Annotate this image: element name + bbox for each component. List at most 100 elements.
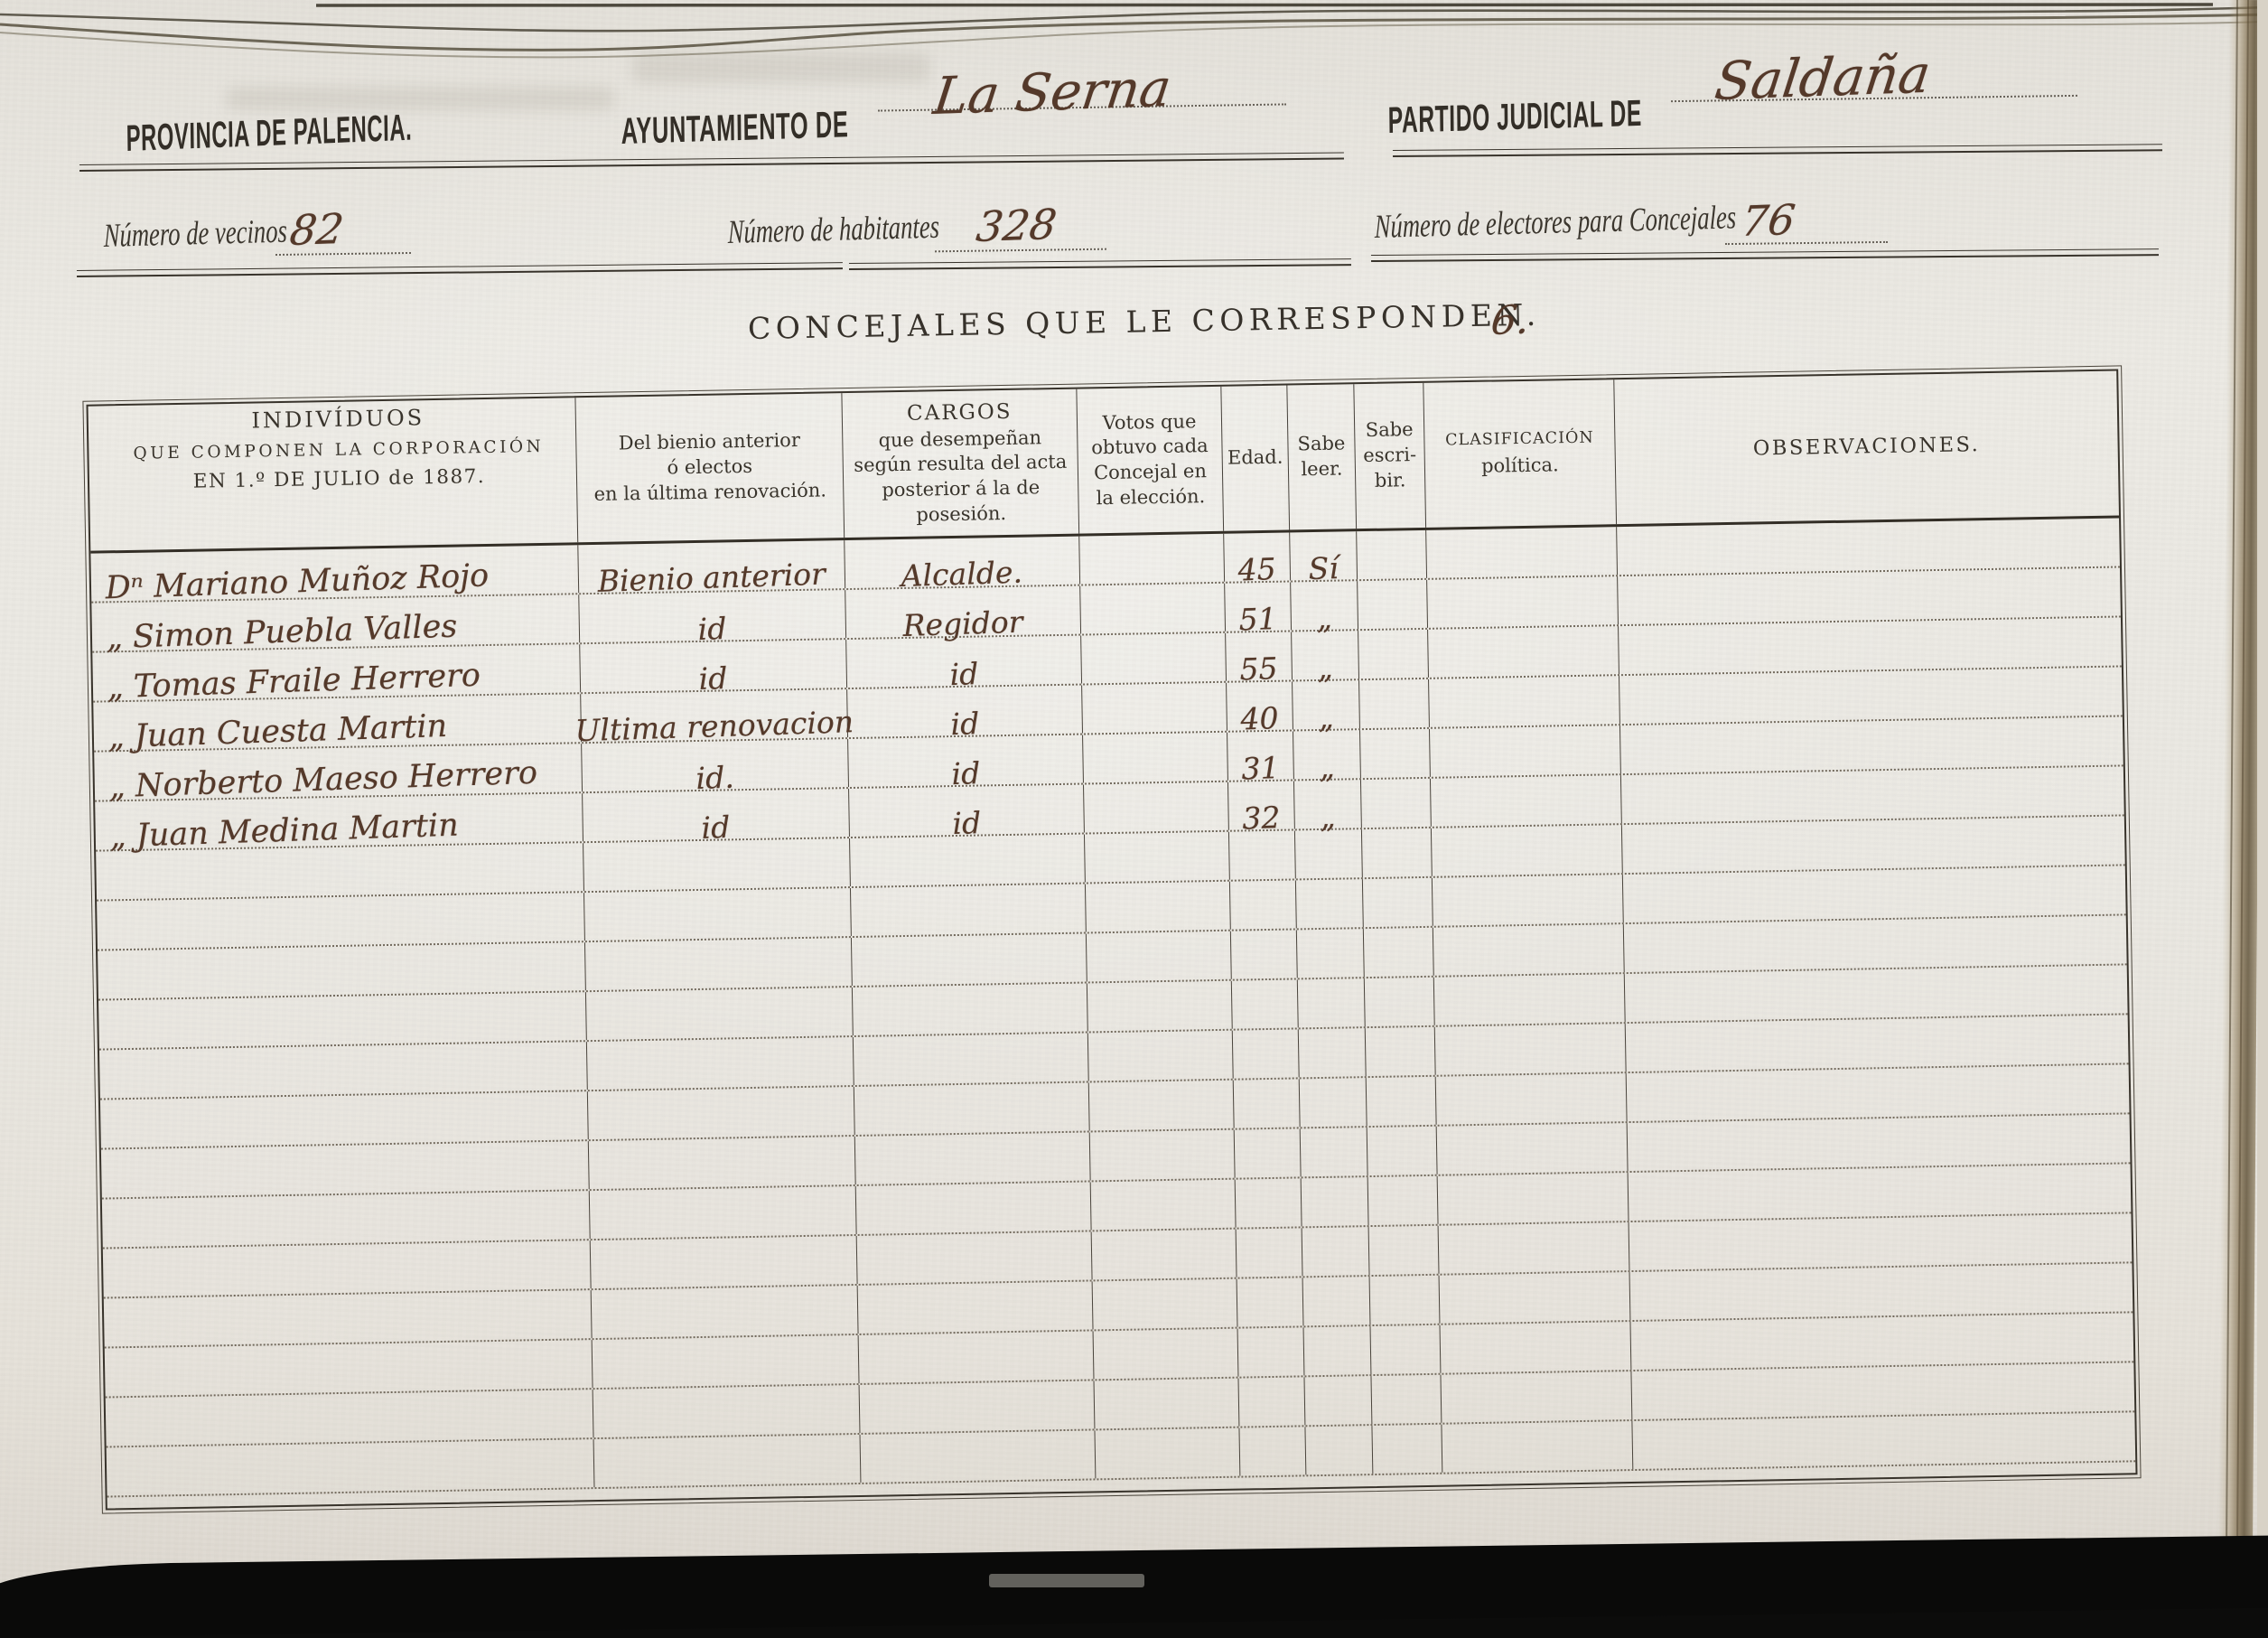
cell-edad	[1238, 1377, 1306, 1427]
cell-observaciones	[1624, 915, 2127, 972]
cell-cargo	[854, 1132, 1091, 1184]
cell-observaciones	[1625, 965, 2128, 1022]
cell-observaciones	[1630, 1313, 2133, 1370]
handwritten-bienio: Bienio anterior	[596, 556, 826, 599]
column-header-edad: Edad.	[1221, 385, 1291, 531]
cell-bienio	[590, 1235, 858, 1289]
cell-votos	[1090, 1179, 1237, 1231]
column-header-line: la elección.	[1096, 484, 1206, 509]
cell-cargo	[853, 1033, 1089, 1086]
column-header-line: Del bienio anterior	[618, 429, 801, 454]
cell-clasificacion	[1440, 1322, 1632, 1373]
handwritten-lee: „	[1317, 699, 1335, 735]
cell-cargo: Alcalde.	[845, 536, 1081, 594]
scanned-register-page: { "header": { "province": { "label": "PR…	[0, 0, 2268, 1587]
cell-observaciones	[1621, 766, 2124, 823]
cell-bienio	[593, 1434, 862, 1488]
column-header-line: escri-	[1363, 444, 1417, 467]
cell-escribe	[1366, 1076, 1437, 1127]
column-header-observaciones: OBSERVACIONES.	[1614, 370, 2119, 524]
cell-bienio	[585, 987, 854, 1041]
paper-background	[0, 0, 2268, 1587]
cell-bienio	[591, 1285, 859, 1339]
cell-lee: „	[1293, 680, 1360, 735]
cell-votos	[1080, 583, 1227, 634]
column-header-bienio: Del bienio anterior ó electos en la últi…	[575, 393, 845, 543]
cell-clasificacion	[1441, 1371, 1633, 1423]
cell-votos	[1083, 732, 1228, 783]
column-header-line: OBSERVACIONES.	[1752, 433, 1981, 461]
concejales-table: INDIVÍDUOS QUE COMPONEN LA CORPORACIÓN E…	[82, 365, 2142, 1514]
column-header-line: EN 1.º DE JULIO de 1887.	[192, 465, 486, 493]
cell-bienio	[584, 938, 853, 991]
cell-clasificacion	[1436, 1123, 1629, 1175]
column-header-line: Sabe	[1297, 432, 1346, 455]
column-header-line: CARGOS	[906, 400, 1013, 426]
cell-edad: 40	[1227, 681, 1293, 736]
cell-lee	[1296, 929, 1365, 978]
table-body: Dⁿ Mariano Muñoz Rojo Bienio anterior Alca…	[90, 518, 2136, 1498]
electores-value: 76	[1739, 194, 1798, 246]
handwritten-lee: „	[1316, 650, 1334, 686]
cell-edad	[1239, 1427, 1307, 1476]
cell-clasificacion	[1432, 875, 1624, 926]
cell-edad	[1228, 830, 1296, 880]
cell-bienio: Ultima renovacion	[574, 689, 854, 748]
column-header-line: Concejal en	[1093, 460, 1208, 484]
cell-votos	[1082, 682, 1227, 734]
cell-edad	[1229, 880, 1297, 930]
cell-escribe	[1369, 1275, 1441, 1325]
cell-bienio	[593, 1384, 861, 1438]
cell-observaciones	[1627, 1064, 2130, 1121]
cell-votos	[1087, 980, 1233, 1032]
handwritten-cargo: id	[950, 755, 981, 792]
cell-bienio: Bienio anterior	[578, 540, 846, 599]
cell-lee	[1299, 1078, 1367, 1128]
cell-edad	[1237, 1278, 1304, 1327]
cell-cargo	[855, 1182, 1092, 1234]
handwritten-cargo: id	[949, 706, 980, 743]
cell-lee: „	[1293, 780, 1362, 835]
scanner-artifact	[989, 1574, 1144, 1587]
cell-escribe	[1370, 1324, 1442, 1375]
cell-edad	[1230, 930, 1298, 979]
cell-observaciones	[1623, 866, 2126, 922]
vecinos-label: Número de vecinos	[103, 212, 288, 256]
cell-bienio	[586, 1037, 854, 1090]
handwritten-bienio: id.	[695, 759, 735, 797]
ink-bleed-ghost	[226, 87, 614, 110]
cell-clasificacion	[1433, 924, 1625, 976]
column-header-clasificacion: CLASIFICACIÓN política.	[1423, 379, 1618, 528]
cell-edad	[1235, 1178, 1302, 1228]
cell-lee	[1303, 1326, 1372, 1376]
cell-bienio	[587, 1087, 855, 1140]
handwritten-lee: Sí	[1307, 550, 1339, 587]
cell-lee	[1305, 1426, 1374, 1475]
cell-lee	[1302, 1227, 1370, 1277]
column-header-line: Sabe	[1365, 418, 1414, 442]
cell-votos	[1085, 881, 1231, 932]
cell-edad: 51	[1225, 582, 1293, 638]
cell-bienio: id.	[582, 739, 850, 797]
cell-edad	[1237, 1327, 1305, 1377]
cell-clasificacion	[1429, 676, 1620, 727]
cell-bienio	[592, 1334, 860, 1389]
handwritten-edad: 51	[1237, 601, 1278, 638]
column-header-line: política.	[1480, 453, 1559, 477]
column-header-votos: Votos que obtuvo cada Concejal en la ele…	[1077, 386, 1225, 534]
column-header-sabe-escribir: Sabe escri- bir.	[1354, 382, 1427, 529]
title-count-value: 6.	[1489, 296, 1533, 344]
cell-votos	[1093, 1328, 1239, 1380]
cell-escribe	[1362, 877, 1433, 928]
cell-observaciones	[1626, 1015, 2129, 1072]
handwritten-bienio: id	[697, 610, 728, 647]
cell-lee	[1300, 1128, 1368, 1177]
column-header-line: INDIVÍDUOS	[251, 405, 425, 434]
column-header-line: Edad.	[1227, 445, 1283, 469]
cell-lee: „	[1291, 581, 1359, 636]
cell-edad	[1234, 1128, 1302, 1178]
cell-cargo	[859, 1381, 1096, 1433]
cell-votos	[1094, 1378, 1240, 1429]
column-header-line: ó electos	[667, 455, 753, 479]
cell-lee	[1295, 879, 1364, 929]
